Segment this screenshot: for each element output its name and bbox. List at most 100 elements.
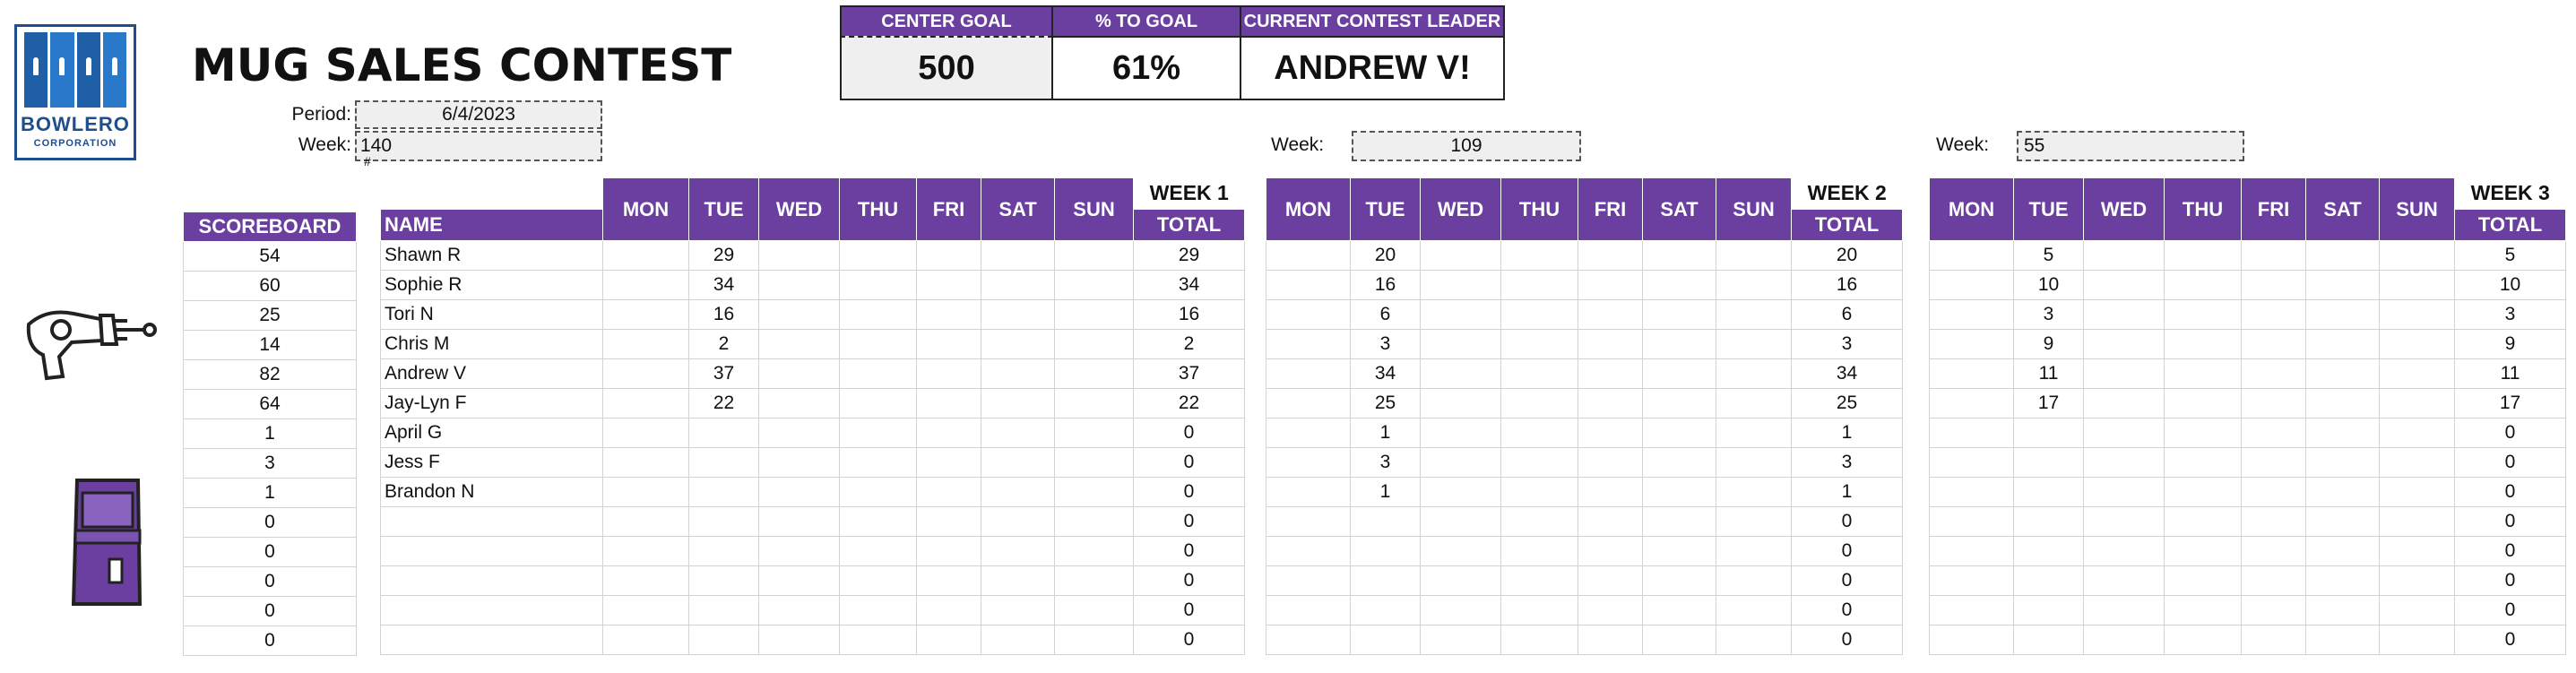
sales-cell-tue[interactable]	[2013, 536, 2084, 566]
sales-cell-mon[interactable]	[1266, 299, 1351, 330]
sales-cell-thu[interactable]	[839, 477, 917, 507]
sales-cell-sat[interactable]	[1642, 388, 1716, 418]
sales-cell-sat[interactable]	[1642, 358, 1716, 389]
name-cell[interactable]	[380, 595, 603, 626]
center-goal-value[interactable]: 500	[840, 36, 1053, 100]
sales-cell-mon[interactable]	[1266, 358, 1351, 389]
sales-cell-sat[interactable]	[1642, 240, 1716, 271]
sales-cell-tue[interactable]	[1350, 625, 1421, 655]
sales-cell-sun[interactable]	[2379, 536, 2455, 566]
sales-cell-thu[interactable]	[1500, 418, 1578, 448]
sales-cell-mon[interactable]	[1929, 536, 2014, 566]
sales-cell-thu[interactable]	[839, 388, 917, 418]
sales-cell-sat[interactable]	[1642, 565, 1716, 596]
sales-cell-thu[interactable]	[1500, 240, 1578, 271]
sales-cell-mon[interactable]	[602, 477, 689, 507]
sales-cell-wed[interactable]	[758, 270, 840, 300]
sales-cell-fri[interactable]	[1578, 270, 1643, 300]
sales-cell-thu[interactable]	[2164, 299, 2242, 330]
sales-cell-wed[interactable]	[1420, 270, 1501, 300]
sales-cell-sun[interactable]	[1054, 447, 1134, 478]
sales-cell-sun[interactable]	[1054, 565, 1134, 596]
sales-cell-tue[interactable]: 9	[2013, 329, 2084, 359]
sales-cell-tue[interactable]	[2013, 565, 2084, 596]
sales-cell-fri[interactable]	[1578, 506, 1643, 537]
sales-cell-fri[interactable]	[1578, 477, 1643, 507]
sales-cell-fri[interactable]	[2241, 270, 2306, 300]
sales-cell-thu[interactable]	[2164, 536, 2242, 566]
sales-cell-tue[interactable]: 29	[688, 240, 759, 271]
sales-cell-mon[interactable]	[1929, 565, 2014, 596]
sales-cell-sat[interactable]	[981, 329, 1055, 359]
sales-cell-mon[interactable]	[602, 447, 689, 478]
sales-cell-sat[interactable]	[1642, 506, 1716, 537]
sales-cell-tue[interactable]	[688, 447, 759, 478]
sales-cell-sat[interactable]	[981, 536, 1055, 566]
sales-cell-wed[interactable]	[1420, 506, 1501, 537]
sales-cell-tue[interactable]	[1350, 565, 1421, 596]
sales-cell-fri[interactable]	[1578, 418, 1643, 448]
sales-cell-fri[interactable]	[1578, 388, 1643, 418]
sales-cell-sun[interactable]	[1716, 388, 1792, 418]
sales-cell-sun[interactable]	[2379, 477, 2455, 507]
sales-cell-fri[interactable]	[1578, 565, 1643, 596]
sales-cell-tue[interactable]: 5	[2013, 240, 2084, 271]
sales-cell-mon[interactable]	[602, 625, 689, 655]
sales-cell-wed[interactable]	[758, 447, 840, 478]
sales-cell-wed[interactable]	[758, 595, 840, 626]
sales-cell-fri[interactable]	[2241, 477, 2306, 507]
sales-cell-tue[interactable]	[2013, 595, 2084, 626]
sales-cell-tue[interactable]: 22	[688, 388, 759, 418]
sales-cell-wed[interactable]	[758, 358, 840, 389]
sales-cell-thu[interactable]	[1500, 388, 1578, 418]
sales-cell-sat[interactable]	[1642, 418, 1716, 448]
sales-cell-tue[interactable]: 10	[2013, 270, 2084, 300]
sales-cell-sun[interactable]	[1716, 595, 1792, 626]
sales-cell-sun[interactable]	[1716, 418, 1792, 448]
sales-cell-sat[interactable]	[2305, 329, 2380, 359]
sales-cell-fri[interactable]	[1578, 447, 1643, 478]
sales-cell-mon[interactable]	[602, 329, 689, 359]
sales-cell-mon[interactable]	[1266, 240, 1351, 271]
sales-cell-thu[interactable]	[2164, 625, 2242, 655]
name-cell[interactable]: Chris M	[380, 329, 603, 359]
sales-cell-sun[interactable]	[1716, 536, 1792, 566]
sales-cell-wed[interactable]	[1420, 447, 1501, 478]
sales-cell-sun[interactable]	[2379, 329, 2455, 359]
sales-cell-sun[interactable]	[1716, 477, 1792, 507]
sales-cell-wed[interactable]	[1420, 240, 1501, 271]
sales-cell-thu[interactable]	[839, 329, 917, 359]
sales-cell-thu[interactable]	[2164, 565, 2242, 596]
sales-cell-mon[interactable]	[602, 595, 689, 626]
sales-cell-sat[interactable]	[1642, 447, 1716, 478]
sales-cell-sat[interactable]	[981, 270, 1055, 300]
sales-cell-sun[interactable]	[2379, 270, 2455, 300]
sales-cell-mon[interactable]	[1929, 270, 2014, 300]
name-cell[interactable]	[380, 565, 603, 596]
sales-cell-sat[interactable]	[1642, 625, 1716, 655]
week2-total-field[interactable]: 109	[1352, 131, 1581, 161]
sales-cell-wed[interactable]	[2083, 506, 2165, 537]
sales-cell-fri[interactable]	[916, 595, 981, 626]
sales-cell-sat[interactable]	[981, 625, 1055, 655]
name-cell[interactable]: Jay-Lyn F	[380, 388, 603, 418]
sales-cell-wed[interactable]	[758, 388, 840, 418]
sales-cell-sun[interactable]	[1054, 388, 1134, 418]
sales-cell-fri[interactable]	[916, 447, 981, 478]
name-cell[interactable]: Andrew V	[380, 358, 603, 389]
sales-cell-fri[interactable]	[2241, 595, 2306, 626]
sales-cell-thu[interactable]	[1500, 447, 1578, 478]
sales-cell-fri[interactable]	[2241, 299, 2306, 330]
sales-cell-sun[interactable]	[1716, 299, 1792, 330]
sales-cell-sat[interactable]	[2305, 447, 2380, 478]
sales-cell-mon[interactable]	[602, 418, 689, 448]
sales-cell-tue[interactable]: 37	[688, 358, 759, 389]
sales-cell-sun[interactable]	[1716, 240, 1792, 271]
sales-cell-tue[interactable]	[1350, 506, 1421, 537]
sales-cell-wed[interactable]	[1420, 477, 1501, 507]
sales-cell-thu[interactable]	[839, 595, 917, 626]
sales-cell-mon[interactable]	[602, 565, 689, 596]
sales-cell-thu[interactable]	[2164, 329, 2242, 359]
sales-cell-tue[interactable]: 1	[1350, 418, 1421, 448]
sales-cell-sat[interactable]	[1642, 536, 1716, 566]
